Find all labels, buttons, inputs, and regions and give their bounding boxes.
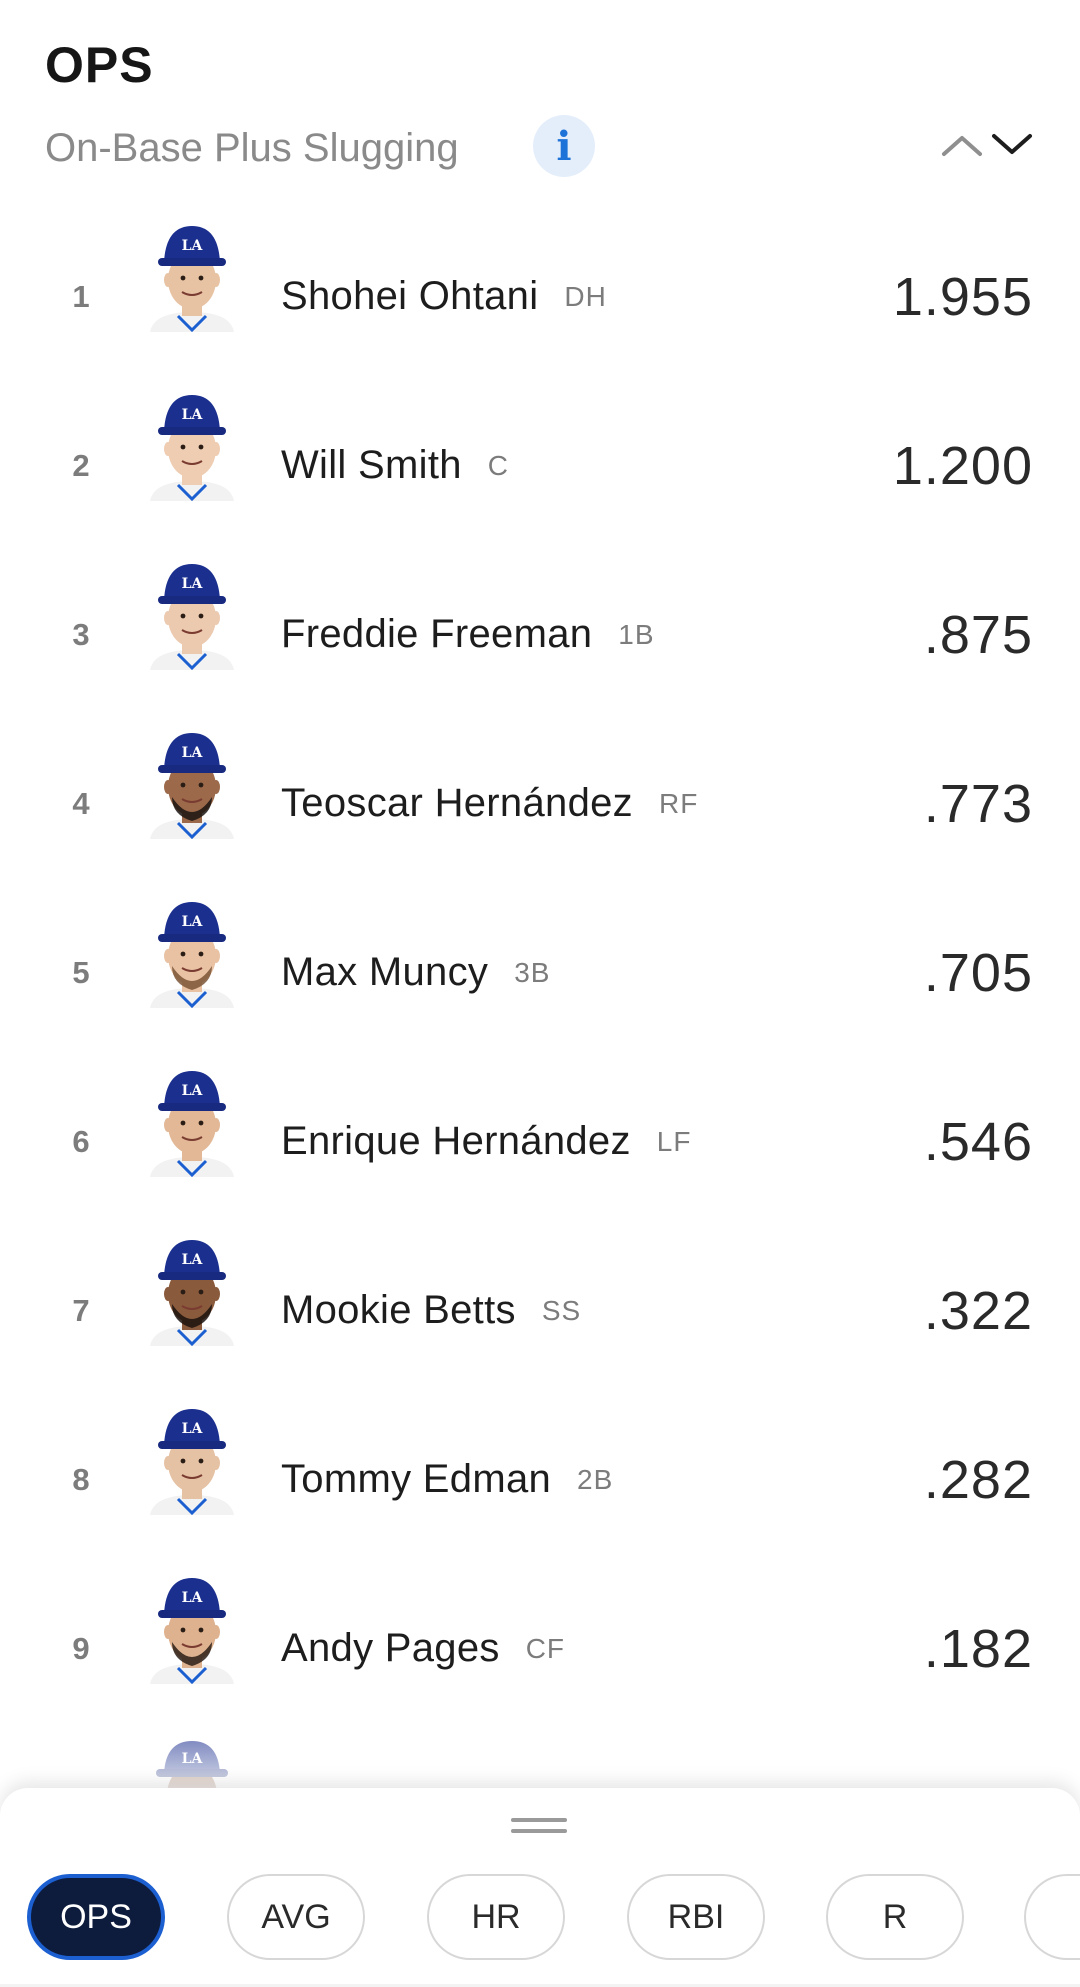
- svg-text:LA: LA: [182, 576, 204, 592]
- player-position: 3B: [514, 956, 551, 988]
- player-stat-value: .773: [923, 773, 1033, 834]
- player-position: DH: [564, 280, 607, 312]
- player-headshot: LA: [150, 1071, 234, 1177]
- player-stat-value: .322: [923, 1280, 1033, 1341]
- player-stat-value: .875: [923, 604, 1033, 665]
- player-rank: 7: [72, 1292, 90, 1328]
- player-stat-value: .705: [923, 942, 1033, 1003]
- player-name-group: Will Smith C: [281, 381, 509, 550]
- player-row[interactable]: 1 LA Shohei Ohtani DH 1.955: [0, 212, 1080, 381]
- player-position: CF: [525, 1632, 566, 1664]
- player-row[interactable]: 9 LA Andy Pages CF .182: [0, 1564, 1080, 1733]
- stat-tab-overflow[interactable]: [1024, 1874, 1080, 1960]
- player-name: Freddie Freeman: [281, 612, 593, 656]
- stat-tab-ops[interactable]: OPS: [27, 1874, 165, 1960]
- svg-text:LA: LA: [182, 745, 204, 761]
- stat-tab-avg[interactable]: AVG: [227, 1874, 365, 1960]
- player-row[interactable]: 7 LA Mookie Betts SS .322: [0, 1226, 1080, 1395]
- svg-text:LA: LA: [182, 1252, 204, 1268]
- svg-text:LA: LA: [182, 407, 204, 423]
- player-headshot: LA: [150, 1409, 234, 1515]
- player-rank: 9: [72, 1630, 90, 1666]
- player-rank: 8: [72, 1461, 90, 1497]
- list-fade: [0, 1700, 1080, 1790]
- player-name-group: Enrique Hernández LF: [281, 1057, 691, 1226]
- drag-handle[interactable]: [511, 1818, 567, 1834]
- player-name-group: Max Muncy 3B: [281, 888, 550, 1057]
- player-rank: 4: [72, 785, 90, 821]
- player-stat-value: .546: [923, 1111, 1033, 1172]
- player-position: LF: [656, 1125, 692, 1157]
- svg-text:LA: LA: [182, 914, 204, 930]
- player-name: Will Smith: [281, 443, 462, 487]
- bottom-edge: [0, 1984, 1080, 1987]
- player-name: Shohei Ohtani: [281, 274, 539, 318]
- player-headshot: LA: [150, 902, 234, 1008]
- stat-tab-rbi[interactable]: RBI: [627, 1874, 765, 1960]
- player-headshot: LA: [150, 733, 234, 839]
- player-position: RF: [658, 787, 699, 819]
- player-name-group: Mookie Betts SS: [281, 1226, 581, 1395]
- stat-tabs: OPS AVG HR RBI R: [0, 1874, 1080, 1964]
- player-row[interactable]: 3 LA Freddie Freeman 1B .875: [0, 550, 1080, 719]
- player-headshot: LA: [150, 1240, 234, 1346]
- player-name: Enrique Hernández: [281, 1119, 631, 1163]
- svg-text:LA: LA: [182, 1083, 204, 1099]
- player-rank: 1: [72, 278, 90, 314]
- player-name-group: Shohei Ohtani DH: [281, 212, 607, 381]
- player-rank: 3: [72, 616, 90, 652]
- chevron-up-icon[interactable]: [942, 136, 982, 156]
- player-stat-value: 1.200: [892, 435, 1033, 496]
- player-name: Max Muncy: [281, 950, 489, 994]
- stat-tab-hr[interactable]: HR: [427, 1874, 565, 1960]
- player-rank: 5: [72, 954, 90, 990]
- player-stat-value: 1.955: [892, 266, 1033, 327]
- player-headshot: LA: [150, 226, 234, 332]
- player-name: Tommy Edman: [281, 1457, 552, 1501]
- svg-text:LA: LA: [182, 1421, 204, 1437]
- page-title: OPS: [45, 37, 154, 93]
- player-stat-value: .282: [923, 1449, 1033, 1510]
- info-icon[interactable]: i: [533, 115, 595, 177]
- player-position: SS: [541, 1294, 582, 1326]
- player-position: 2B: [577, 1463, 614, 1495]
- player-headshot: LA: [150, 1578, 234, 1684]
- chevron-down-icon[interactable]: [992, 134, 1032, 154]
- player-name: Mookie Betts: [281, 1288, 516, 1332]
- player-position: C: [487, 449, 510, 481]
- svg-text:LA: LA: [182, 238, 204, 254]
- player-name-group: Tommy Edman 2B: [281, 1395, 613, 1564]
- sort-toggle[interactable]: [940, 124, 1036, 164]
- player-rank: 2: [72, 447, 90, 483]
- player-row[interactable]: 2 LA Will Smith C 1.200: [0, 381, 1080, 550]
- stat-subtitle: On-Base Plus Slugging: [45, 126, 459, 170]
- player-position: 1B: [618, 618, 655, 650]
- player-name-group: Teoscar Hernández RF: [281, 719, 698, 888]
- svg-text:LA: LA: [182, 1590, 204, 1606]
- player-stat-value: .182: [923, 1618, 1033, 1679]
- player-name: Teoscar Hernández: [281, 781, 633, 825]
- player-list: 1 LA Shohei Ohtani DH 1.955 2: [0, 212, 1080, 1733]
- player-row[interactable]: 6 LA Enrique Hernández LF .546: [0, 1057, 1080, 1226]
- player-row[interactable]: 5 LA Max Muncy 3B .705: [0, 888, 1080, 1057]
- player-row[interactable]: 4 LA Teoscar Hernández RF .773: [0, 719, 1080, 888]
- player-rank: 6: [72, 1123, 90, 1159]
- player-name: Andy Pages: [281, 1626, 500, 1670]
- player-name-group: Andy Pages CF: [281, 1564, 565, 1733]
- player-name-group: Freddie Freeman 1B: [281, 550, 655, 719]
- player-headshot: LA: [150, 395, 234, 501]
- stat-tab-r[interactable]: R: [826, 1874, 964, 1960]
- player-row[interactable]: 8 LA Tommy Edman 2B .282: [0, 1395, 1080, 1564]
- player-headshot: LA: [150, 564, 234, 670]
- stat-selector-sheet: OPS AVG HR RBI R: [0, 1788, 1080, 1987]
